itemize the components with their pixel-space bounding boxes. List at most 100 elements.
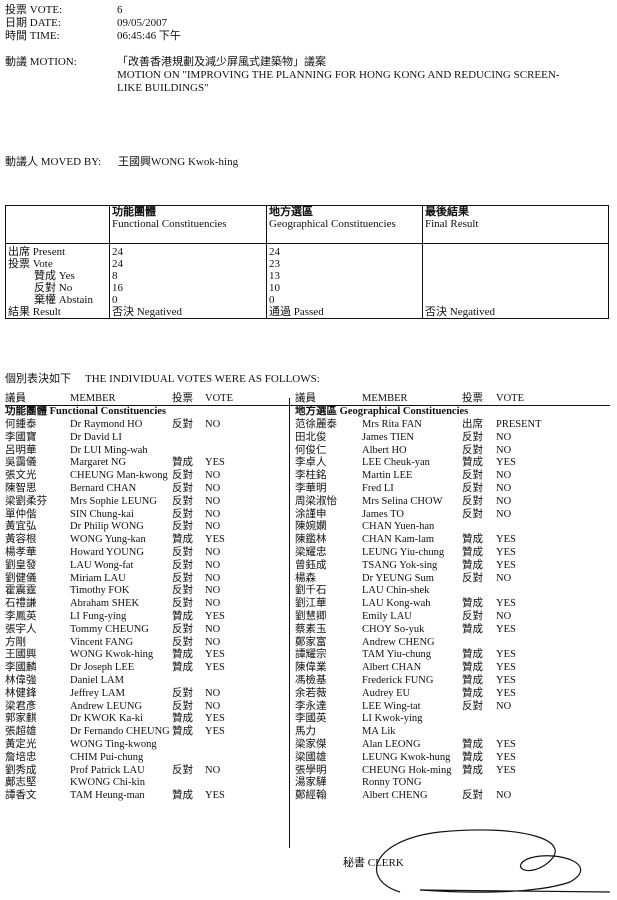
vote-en: YES [205, 713, 225, 725]
member-name-zh: 譚耀宗 [295, 649, 327, 661]
member-row: 黃宜弘 Dr Philip WONG 反對 NO [5, 520, 285, 533]
final-header: 最後結果 Final Result [422, 205, 609, 244]
member-name-en: Albert CHAN [362, 662, 422, 674]
member-row: 劉千石 LAU Chin-shek [295, 584, 575, 597]
member-row: 鄺志堅 KWONG Chi-kin [5, 776, 285, 789]
member-name-en: James TIEN [362, 431, 415, 443]
vote-en: YES [496, 598, 516, 610]
member-name-en: Ronny TONG [362, 777, 422, 789]
member-row: 詹培忠 CHIM Pui-chung [5, 751, 285, 764]
date-label: 日期 DATE: [5, 17, 61, 29]
member-row: 郭家麒 Dr KWOK Ka-ki 贊成 YES [5, 712, 285, 725]
member-name-zh: 李永達 [295, 700, 327, 712]
member-name-en: Margaret NG [70, 457, 127, 469]
vote-zh: 反對 [462, 483, 483, 494]
vote-en: YES [496, 623, 516, 635]
vote-en: YES [496, 547, 516, 558]
moved-by-value: 王國興WONG Kwok-hing [118, 156, 239, 168]
vote-en: NO [496, 444, 512, 456]
vote-en: NO [205, 700, 221, 712]
vote-en: NO [496, 483, 512, 494]
member-name-zh: 馬力 [295, 726, 316, 738]
member-row: 李國麟 Dr Joseph LEE 贊成 YES [5, 661, 285, 674]
member-name-en: LEE Cheuk-yan [362, 457, 430, 469]
member-name-zh: 黃宜弘 [5, 521, 37, 533]
vote-zh: 反對 [172, 495, 193, 507]
vote-zh: 贊成 [462, 457, 483, 469]
member-name-zh: 張學明 [295, 764, 327, 776]
member-name-en: SIN Chung-kai [70, 508, 134, 520]
member-row: 楊森 Dr YEUNG Sum 反對 NO [295, 572, 575, 585]
member-row: 劉慧卿 Emily LAU 反對 NO [295, 610, 575, 623]
member-row: 楊孝華 Howard YOUNG 反對 NO [5, 546, 285, 559]
vote-zh: 贊成 [462, 534, 483, 546]
individual-heading-en: THE INDIVIDUAL VOTES WERE AS FOLLOWS: [85, 373, 320, 385]
vote-en: PRESENT [496, 419, 542, 430]
member-name-en: Emily LAU [362, 611, 412, 622]
member-name-zh: 李華明 [295, 483, 327, 494]
member-name-en: Frederick FUNG [362, 675, 434, 686]
member-name-zh: 李卓人 [295, 457, 327, 469]
vote-en: NO [205, 419, 221, 430]
vote-zh: 反對 [462, 508, 483, 520]
member-name-zh: 詹培忠 [5, 751, 37, 763]
vote-en: NO [205, 687, 221, 699]
member-name-zh: 劉健儀 [5, 572, 37, 584]
vote-zh: 贊成 [172, 534, 193, 546]
vote-zh: 反對 [172, 559, 193, 571]
member-row: 吳靄儀 Margaret NG 贊成 YES [5, 456, 285, 469]
functional-results: 24 24 8 16 0 否決 Negatived [109, 243, 267, 319]
vote-zh: 贊成 [172, 726, 193, 738]
member-row: 李華明 Fred LI 反對 NO [295, 482, 575, 495]
member-name-en: Martin LEE [362, 470, 413, 482]
motion-label: 動議 MOTION: [5, 56, 77, 68]
member-name-zh: 楊森 [295, 572, 316, 584]
member-name-en: Jeffrey LAM [70, 687, 125, 699]
member-name-en: WONG Ting-kwong [70, 739, 157, 750]
member-name-en: Vincent FANG [70, 636, 134, 648]
member-name-zh: 張宇人 [5, 623, 37, 635]
member-name-zh: 陳鑑林 [295, 534, 327, 546]
vote-zh: 反對 [462, 572, 483, 584]
member-name-zh: 石禮謙 [5, 598, 37, 610]
member-name-zh: 鄭經翰 [295, 790, 327, 802]
vote-en: NO [205, 623, 221, 635]
vote-zh: 贊成 [172, 649, 193, 661]
vote-en: NO [205, 547, 221, 558]
member-name-en: Dr Philip WONG [70, 521, 144, 533]
header-divider [5, 405, 610, 406]
member-row: 李卓人 LEE Cheuk-yan 贊成 YES [295, 456, 575, 469]
vote-zh: 贊成 [462, 547, 483, 558]
member-name-zh: 黃定光 [5, 739, 37, 750]
member-name-en: Abraham SHEK [70, 598, 140, 610]
vote-zh: 反對 [172, 521, 193, 533]
vote-en: NO [496, 790, 512, 802]
member-name-en: Dr David LI [70, 431, 122, 443]
member-row: 馮檢基 Frederick FUNG 贊成 YES [295, 674, 575, 687]
member-row: 譚耀宗 TAM Yiu-chung 贊成 YES [295, 648, 575, 661]
member-name-en: KWONG Chi-kin [70, 777, 145, 789]
member-name-zh: 梁耀忠 [295, 547, 327, 558]
vote-en: NO [205, 495, 221, 507]
member-row: 李國英 LI Kwok-ying [295, 712, 575, 725]
member-name-en: James TO [362, 508, 404, 520]
member-name-zh: 劉秀成 [5, 764, 37, 776]
member-name-en: Tommy CHEUNG [70, 623, 149, 635]
member-name-en: Bernard CHAN [70, 483, 137, 494]
member-name-zh: 鄺志堅 [5, 777, 37, 789]
member-row: 呂明華 Dr LUI Ming-wah [5, 444, 285, 457]
member-name-zh: 周梁淑怡 [295, 495, 337, 507]
member-name-en: CHOY So-yuk [362, 623, 425, 635]
member-row: 譚香文 TAM Heung-man 贊成 YES [5, 789, 285, 802]
member-row: 劉江華 LAU Kong-wah 贊成 YES [295, 597, 575, 610]
member-name-en: Albert HO [362, 444, 407, 456]
member-name-en: Fred LI [362, 483, 394, 494]
time-label: 時間 TIME: [5, 30, 60, 42]
vote-en: YES [205, 726, 225, 738]
member-name-en: Andrew LEUNG [70, 700, 143, 712]
member-name-zh: 曾鈺成 [295, 559, 327, 571]
member-name-en: TSANG Yok-sing [362, 559, 438, 571]
member-name-zh: 梁君彥 [5, 700, 37, 712]
vote-en: NO [496, 700, 512, 712]
member-name-en: Mrs Sophie LEUNG [70, 495, 157, 507]
